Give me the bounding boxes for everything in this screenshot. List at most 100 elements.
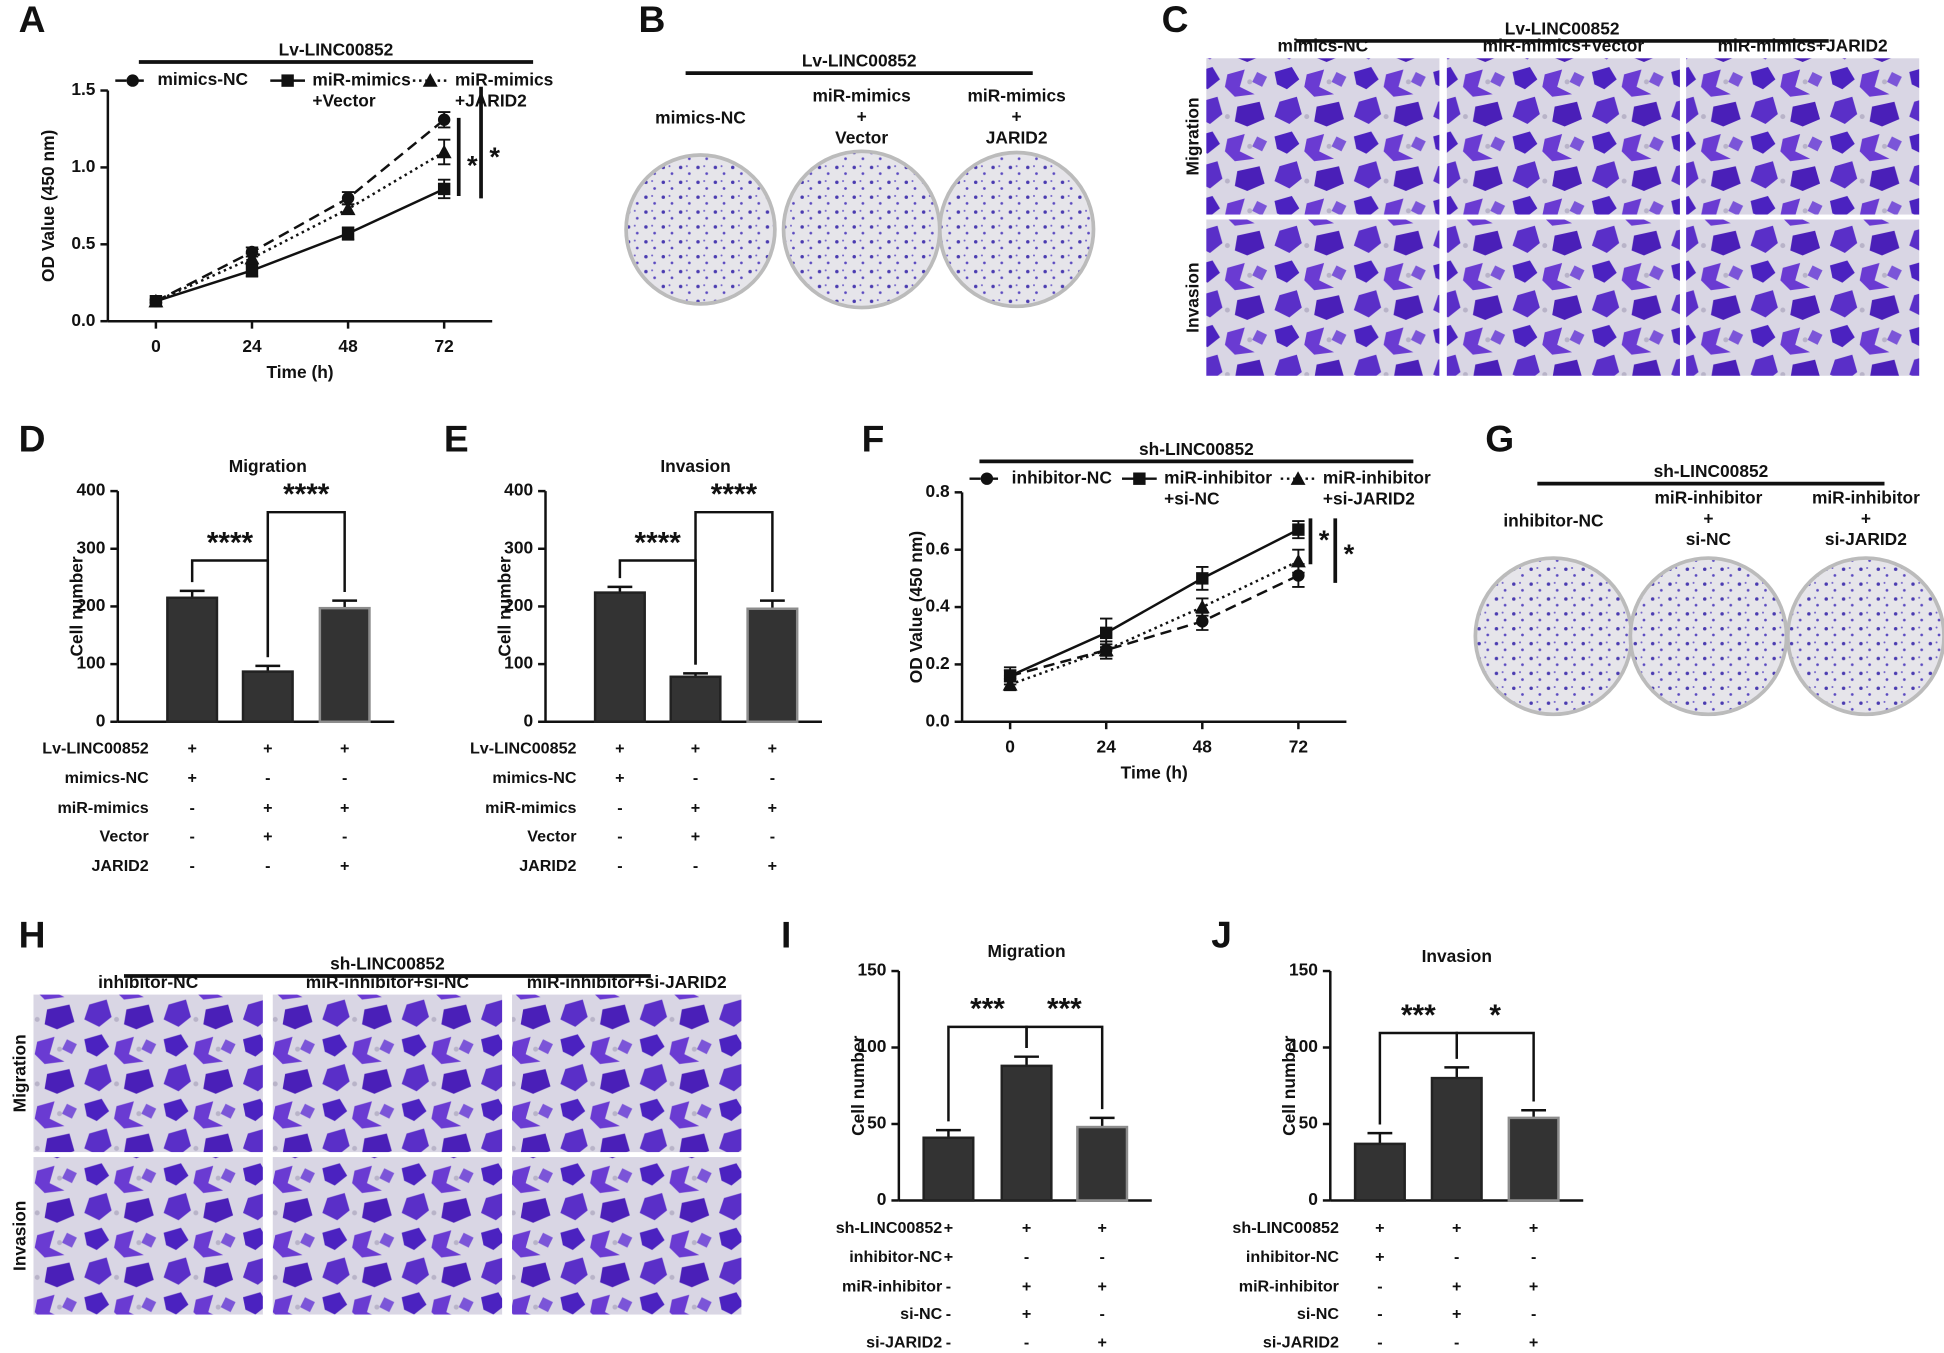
y-tick-label: 0.2 <box>926 653 950 673</box>
condition-sign: - <box>1024 1248 1029 1266</box>
x-tick-label: 72 <box>1289 736 1308 756</box>
condition-label: inhibitor-NC <box>849 1248 942 1266</box>
error-bar <box>1521 1108 1547 1118</box>
row-label: Migration <box>1183 97 1203 175</box>
condition-sign: - <box>265 769 270 787</box>
condition-sign: + <box>615 769 624 787</box>
legend-marker <box>126 74 139 87</box>
significance-label: * <box>1489 999 1501 1032</box>
group-label: miR-mimics+JARID2 <box>1718 36 1888 56</box>
marker <box>1098 642 1114 657</box>
bracket-label: sh-LINC00852 <box>330 953 445 973</box>
row-label: Migration <box>10 1034 30 1112</box>
error-bar <box>1367 1131 1393 1144</box>
error-bar <box>759 599 785 609</box>
condition-label: inhibitor-NC <box>1246 1248 1339 1266</box>
y-tick-label: 0 <box>523 710 533 730</box>
group-label: miR-mimics+JARID2 <box>967 85 1065 147</box>
y-axis-title: Cell number <box>67 556 87 656</box>
condition-sign: + <box>1529 1333 1538 1351</box>
chart-title: Invasion <box>1422 946 1492 966</box>
condition-sign: - <box>265 857 270 875</box>
bar <box>166 596 219 724</box>
y-axis-title: Cell number <box>848 1035 868 1135</box>
condition-label: si-NC <box>1297 1305 1339 1323</box>
chart-title: Invasion <box>660 456 730 476</box>
condition-sign: + <box>1022 1305 1031 1323</box>
micrograph <box>512 1157 742 1315</box>
bar <box>1430 1076 1483 1202</box>
condition-sign: + <box>1375 1248 1384 1266</box>
condition-sign: + <box>768 739 777 757</box>
group-label: mimics-NC <box>1278 36 1369 56</box>
y-tick-label: 150 <box>858 960 887 980</box>
condition-sign: - <box>1377 1333 1382 1351</box>
legend-label: miR-mimics +JARID2 <box>455 69 553 110</box>
condition-sign: + <box>1375 1219 1384 1237</box>
micrograph <box>1686 58 1920 215</box>
significance-bracket <box>266 510 346 658</box>
condition-sign: + <box>1022 1278 1031 1296</box>
condition-sign: - <box>946 1333 951 1351</box>
condition-sign: + <box>340 799 349 817</box>
y-axis-title: Cell number <box>494 556 514 656</box>
marker <box>437 113 451 126</box>
significance-label: *** <box>1047 993 1082 1026</box>
bar <box>746 607 799 724</box>
condition-label: miR-inhibitor <box>842 1278 943 1296</box>
series-line <box>155 187 445 303</box>
condition-sign: - <box>1531 1248 1536 1266</box>
y-tick-label: 400 <box>76 480 105 500</box>
condition-label: mimics-NC <box>492 769 577 787</box>
micrograph <box>1686 219 1920 376</box>
y-tick-label: 50 <box>1299 1113 1318 1133</box>
bar <box>593 591 646 724</box>
condition-sign: + <box>263 739 272 757</box>
y-axis-title: OD Value (450 nm) <box>38 130 58 282</box>
y-tick-label: 300 <box>504 537 533 557</box>
panel-label: C <box>1162 0 1189 40</box>
significance-label: * <box>467 150 478 181</box>
condition-sign: - <box>189 857 194 875</box>
significance-bracket <box>694 510 774 665</box>
error-bar <box>1444 1066 1470 1079</box>
condition-sign: + <box>944 1219 953 1237</box>
group-label: miR-inhibitor+si-NC <box>306 972 470 992</box>
bar <box>1076 1125 1129 1202</box>
marker <box>1100 626 1113 640</box>
significance-label: *** <box>970 993 1005 1026</box>
y-tick-label: 100 <box>858 1036 887 1056</box>
group-label: miR-mimics+Vector <box>813 85 911 147</box>
significance-bracket <box>1025 1025 1104 1110</box>
condition-sign: - <box>1531 1305 1536 1323</box>
marker <box>340 201 356 216</box>
condition-sign: + <box>768 799 777 817</box>
group-label: miR-inhibitor+si-JARID2 <box>527 972 727 992</box>
x-tick-label: 0 <box>151 336 161 356</box>
y-axis-title: OD Value (450 nm) <box>906 531 926 683</box>
condition-sign: - <box>1099 1305 1104 1323</box>
y-tick-label: 0 <box>96 710 106 730</box>
micrograph <box>1206 58 1440 215</box>
significance-label: *** <box>1401 999 1436 1032</box>
y-tick-label: 0.4 <box>926 596 950 616</box>
panel-label: D <box>19 417 46 459</box>
micrograph <box>33 994 263 1153</box>
condition-sign: + <box>1452 1305 1461 1323</box>
bracket-label: Lv-LINC00852 <box>1505 18 1620 38</box>
y-tick-label: 0 <box>1308 1189 1318 1209</box>
condition-sign: - <box>770 827 775 845</box>
condition-label: JARID2 <box>91 857 148 875</box>
condition-sign: - <box>693 769 698 787</box>
condition-label: JARID2 <box>519 857 576 875</box>
bar <box>1353 1142 1406 1202</box>
marker <box>1290 553 1306 568</box>
plate-image <box>624 153 777 306</box>
x-tick-label: 48 <box>1193 736 1213 756</box>
series-line <box>1009 528 1299 678</box>
legend-marker <box>281 74 294 87</box>
condition-sign: - <box>617 799 622 817</box>
marker <box>341 191 355 205</box>
group-label: miR-inhibitor+si-NC <box>1654 487 1762 549</box>
micrograph <box>272 1157 503 1315</box>
